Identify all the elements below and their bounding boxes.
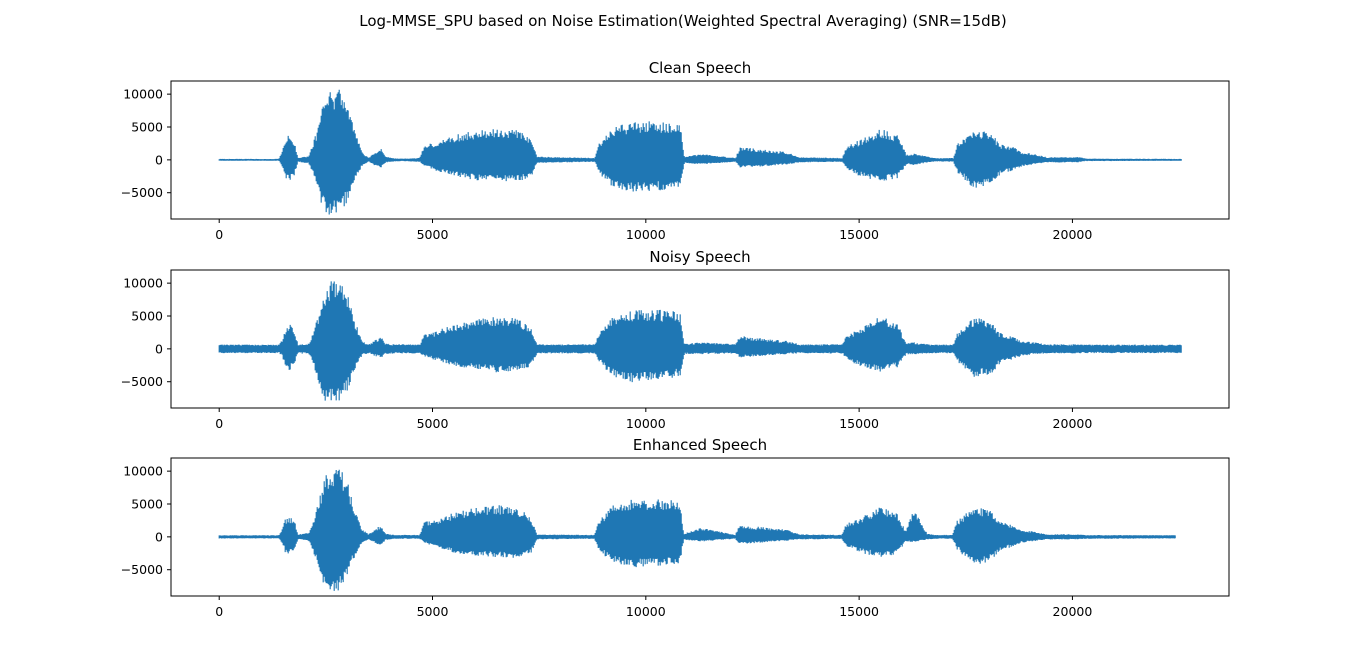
- x-tick-label: 10000: [626, 227, 666, 242]
- x-tick-label: 0: [215, 604, 223, 619]
- y-tick-label: 0: [155, 529, 163, 544]
- y-tick-label: 0: [155, 152, 163, 167]
- x-tick-label: 20000: [1053, 604, 1093, 619]
- subplot-title: Noisy Speech: [649, 248, 750, 266]
- y-tick-label: 5000: [131, 120, 163, 135]
- x-tick-label: 10000: [626, 416, 666, 431]
- axes-clean-speech: Clean Speech 0 5000 10000 15000 20000 −5000 0 50…: [121, 59, 1230, 242]
- axes-frame: [170, 80, 1230, 220]
- x-tick-label: 15000: [839, 604, 879, 619]
- axes-container: Clean Speech 0 5000 10000 15000 20000 −5000 0 50…: [121, 59, 1230, 619]
- axes-enhanced-speech: Enhanced Speech 0 5000 10000 15000 20000 −5000…: [121, 436, 1230, 619]
- axes-frame: [170, 457, 1230, 597]
- y-tick-label: −5000: [121, 185, 163, 200]
- waveform-line: [218, 89, 1182, 215]
- y-tick-label: −5000: [121, 562, 163, 577]
- y-tick-label: 5000: [131, 309, 163, 324]
- x-tick-label: 5000: [417, 604, 449, 619]
- x-tick-label: 20000: [1053, 227, 1093, 242]
- y-tick-label: 5000: [131, 497, 163, 512]
- x-tick-label: 5000: [417, 416, 449, 431]
- x-tick-label: 5000: [417, 227, 449, 242]
- figure-suptitle: Log-MMSE_SPU based on Noise Estimation(W…: [359, 12, 1007, 31]
- waveform-line: [218, 469, 1176, 591]
- y-tick-label: 10000: [123, 464, 163, 479]
- x-tick-label: 15000: [839, 227, 879, 242]
- y-tick-label: 10000: [123, 87, 163, 102]
- x-tick-label: 15000: [839, 416, 879, 431]
- axes-noisy-speech: Noisy Speech 0 5000 10000 15000 20000 −5000 0 50…: [121, 248, 1230, 431]
- y-tick-label: 10000: [123, 276, 163, 291]
- x-tick-label: 10000: [626, 604, 666, 619]
- y-tick-label: −5000: [121, 374, 163, 389]
- waveform-line: [218, 281, 1182, 401]
- subplot-title: Clean Speech: [649, 59, 752, 77]
- subplot-title: Enhanced Speech: [633, 436, 767, 454]
- x-tick-label: 20000: [1053, 416, 1093, 431]
- x-tick-label: 0: [215, 416, 223, 431]
- y-tick-label: 0: [155, 341, 163, 356]
- axes-frame: [170, 269, 1230, 409]
- x-tick-label: 0: [215, 227, 223, 242]
